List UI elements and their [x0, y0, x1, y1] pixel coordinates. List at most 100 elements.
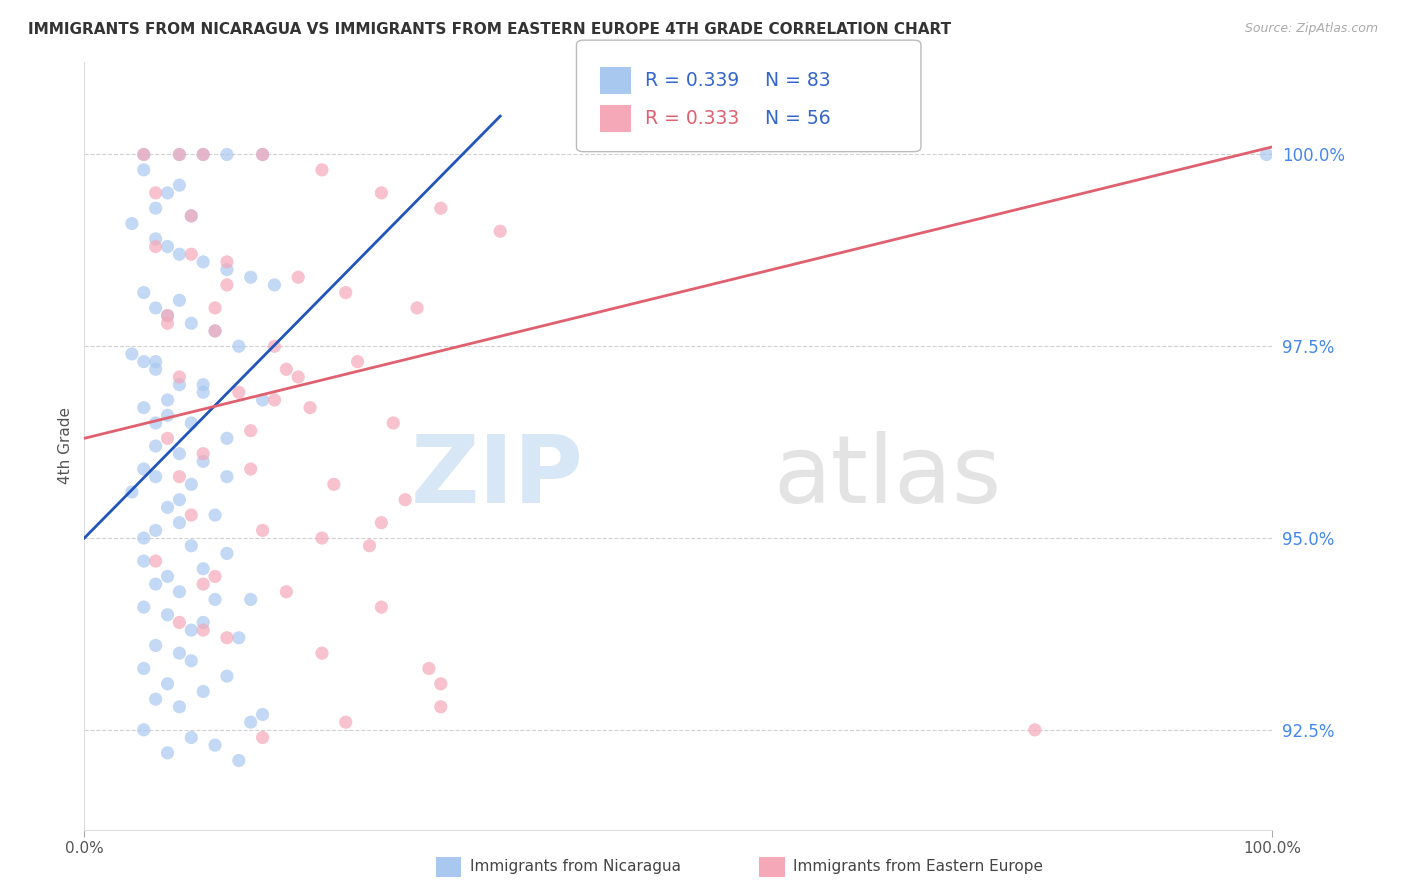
- Point: [191, 147, 215, 161]
- Point: [370, 600, 392, 615]
- Point: [145, 201, 167, 215]
- Point: [430, 677, 453, 691]
- Point: [132, 661, 155, 675]
- Point: [215, 262, 238, 277]
- Point: [156, 239, 179, 253]
- Y-axis label: 4th Grade: 4th Grade: [58, 408, 73, 484]
- Point: [252, 707, 274, 722]
- Point: [191, 562, 215, 576]
- Point: [156, 746, 179, 760]
- Point: [169, 646, 191, 660]
- Point: [228, 631, 250, 645]
- Point: [156, 186, 179, 200]
- Point: [204, 592, 226, 607]
- Point: [180, 209, 202, 223]
- Text: atlas: atlas: [773, 431, 1001, 523]
- Point: [370, 516, 392, 530]
- Point: [169, 584, 191, 599]
- Point: [252, 392, 274, 407]
- Point: [145, 362, 167, 376]
- Point: [1024, 723, 1046, 737]
- Point: [335, 285, 357, 300]
- Point: [132, 401, 155, 415]
- Point: [215, 669, 238, 683]
- Point: [145, 239, 167, 253]
- Point: [132, 147, 155, 161]
- Point: [191, 623, 215, 637]
- Point: [180, 539, 202, 553]
- Point: [215, 255, 238, 269]
- Point: [215, 277, 238, 292]
- Point: [169, 447, 191, 461]
- Point: [239, 715, 262, 730]
- Text: N = 83: N = 83: [765, 71, 831, 90]
- Point: [169, 178, 191, 193]
- Point: [215, 546, 238, 560]
- Point: [204, 301, 226, 315]
- Point: [169, 469, 191, 483]
- Point: [204, 324, 226, 338]
- Point: [156, 392, 179, 407]
- Point: [276, 362, 298, 376]
- Point: [121, 217, 143, 231]
- Point: [204, 508, 226, 522]
- Point: [311, 646, 333, 660]
- Point: [132, 723, 155, 737]
- Point: [276, 584, 298, 599]
- Point: [252, 731, 274, 745]
- Point: [1256, 147, 1278, 161]
- Point: [145, 639, 167, 653]
- Point: [394, 492, 416, 507]
- Point: [191, 447, 215, 461]
- Point: [430, 699, 453, 714]
- Point: [156, 431, 179, 445]
- Point: [191, 577, 215, 591]
- Point: [180, 209, 202, 223]
- Point: [156, 607, 179, 622]
- Point: [215, 147, 238, 161]
- Point: [418, 661, 440, 675]
- Point: [121, 485, 143, 500]
- Text: R = 0.339: R = 0.339: [645, 71, 740, 90]
- Point: [169, 293, 191, 308]
- Point: [156, 500, 179, 515]
- Point: [169, 147, 191, 161]
- Point: [215, 631, 238, 645]
- Point: [335, 715, 357, 730]
- Text: IMMIGRANTS FROM NICARAGUA VS IMMIGRANTS FROM EASTERN EUROPE 4TH GRADE CORRELATIO: IMMIGRANTS FROM NICARAGUA VS IMMIGRANTS …: [28, 22, 952, 37]
- Point: [132, 600, 155, 615]
- Point: [145, 301, 167, 315]
- Point: [263, 277, 285, 292]
- Point: [430, 201, 453, 215]
- Point: [156, 316, 179, 330]
- Point: [145, 469, 167, 483]
- Point: [191, 615, 215, 630]
- Point: [180, 731, 202, 745]
- Point: [263, 339, 285, 353]
- Text: Immigrants from Nicaragua: Immigrants from Nicaragua: [470, 859, 681, 873]
- Point: [204, 569, 226, 583]
- Text: N = 56: N = 56: [765, 109, 831, 128]
- Point: [287, 270, 309, 285]
- Point: [191, 684, 215, 698]
- Point: [169, 247, 191, 261]
- Point: [299, 401, 322, 415]
- Point: [169, 377, 191, 392]
- Point: [228, 339, 250, 353]
- Point: [156, 569, 179, 583]
- Point: [169, 699, 191, 714]
- Point: [145, 554, 167, 568]
- Point: [145, 524, 167, 538]
- Point: [228, 754, 250, 768]
- Point: [180, 416, 202, 430]
- Point: [145, 577, 167, 591]
- Point: [169, 615, 191, 630]
- Point: [215, 431, 238, 445]
- Point: [191, 454, 215, 468]
- Point: [145, 416, 167, 430]
- Point: [169, 147, 191, 161]
- Point: [370, 186, 392, 200]
- Point: [156, 677, 179, 691]
- Point: [169, 516, 191, 530]
- Point: [406, 301, 429, 315]
